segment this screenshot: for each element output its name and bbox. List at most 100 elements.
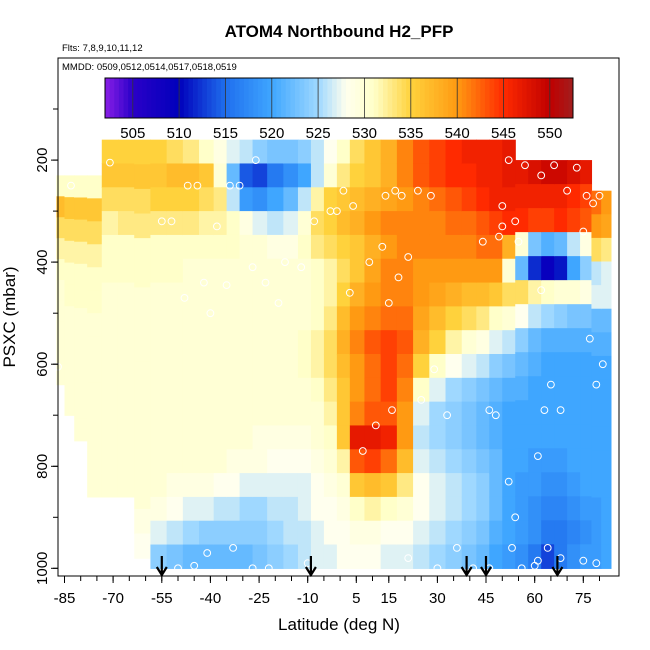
colorbar-segment (230, 78, 236, 118)
heatmap-cell (226, 211, 241, 236)
heatmap-cell (413, 544, 430, 569)
heatmap-cell (166, 544, 184, 569)
sample-marker (310, 217, 319, 226)
heatmap-cell (267, 234, 284, 260)
heatmap-cell (396, 234, 414, 260)
heatmap-cell (87, 175, 103, 199)
heatmap-cell (591, 261, 602, 286)
heatmap-cell (601, 261, 612, 286)
heatmap-cell (349, 425, 366, 450)
heatmap-cell (541, 208, 555, 233)
sample-marker (251, 156, 260, 165)
heatmap-cell (310, 401, 325, 427)
heatmap-cell (267, 139, 284, 165)
heatmap-cell (166, 139, 184, 165)
heatmap-cell (336, 496, 351, 522)
heatmap-cell (252, 234, 268, 260)
heatmap-cell (336, 139, 351, 165)
heatmap-cell (502, 496, 516, 522)
heatmap-cell (349, 163, 366, 188)
heatmap-cell (56, 321, 66, 344)
sample-marker (511, 217, 520, 226)
heatmap-cell (567, 280, 581, 305)
dates-note: MMDD: 0509,0512,0514,0517,0518,0519 (62, 62, 237, 73)
colorbar-segment (438, 78, 444, 118)
heatmap-cell (461, 163, 477, 188)
launch-arrow (480, 556, 492, 578)
sample-marker (248, 263, 257, 272)
heatmap-cell (283, 354, 299, 379)
sample-marker (433, 564, 442, 573)
heatmap-cell (134, 213, 152, 239)
heatmap-cell (429, 282, 447, 307)
heatmap-cell (461, 234, 477, 260)
heatmap-cell (74, 396, 88, 420)
heatmap-cell (117, 306, 135, 331)
colorbar-tick-label: 510 (167, 125, 192, 142)
heatmap-cell (199, 377, 215, 403)
heatmap-cell (364, 496, 382, 522)
heatmap-cell (429, 163, 447, 188)
heatmap-cell (364, 258, 382, 284)
heatmap-cell (364, 234, 382, 260)
sample-marker (498, 202, 507, 210)
heatmap-cell (252, 258, 268, 284)
heatmap-cell (515, 544, 529, 569)
heatmap-cell (226, 496, 241, 522)
heatmap-cell (117, 330, 135, 355)
heatmap-cell (283, 187, 299, 212)
colorbar-segment (123, 78, 129, 118)
heatmap-cell (239, 425, 254, 450)
heatmap-cell (283, 544, 299, 569)
heatmap-cell (554, 424, 568, 449)
heatmap-cell (413, 187, 430, 212)
heatmap-cell (56, 217, 66, 239)
sample-marker (391, 186, 400, 195)
heatmap-cell (323, 401, 338, 427)
heatmap-cell (150, 258, 168, 284)
heatmap-cell (297, 187, 312, 212)
sample-marker (248, 564, 257, 573)
heatmap-cell (528, 520, 542, 545)
colorbar-segment (322, 78, 328, 118)
heatmap-cell (336, 306, 351, 331)
heatmap-cell (554, 520, 568, 545)
heatmap-cell (297, 473, 312, 498)
heatmap-cell (349, 282, 366, 307)
heatmap-cell (134, 410, 152, 436)
heatmap-cell (64, 218, 75, 242)
sample-marker (485, 406, 494, 415)
heatmap-cell (267, 544, 284, 569)
heatmap-cell (528, 208, 542, 233)
heatmap-cell (252, 282, 268, 307)
heatmap-cell (580, 472, 593, 497)
heatmap-cell (380, 282, 398, 307)
heatmap-cell (150, 282, 168, 307)
heatmap-cell (429, 520, 447, 546)
heatmap-cell (64, 349, 75, 373)
heatmap-cell (297, 282, 312, 307)
heatmap-cell (297, 449, 312, 474)
heatmap-cell (182, 520, 200, 546)
heatmap-cell (87, 382, 103, 406)
heatmap-cell (226, 449, 241, 474)
heatmap-cell (283, 258, 299, 284)
launch-arrow (304, 556, 317, 578)
colorbar-segment (276, 78, 282, 118)
heatmap-cell (396, 377, 414, 403)
heatmap-cell (117, 258, 135, 284)
heatmap-cell (429, 449, 447, 474)
heatmap-cell (489, 258, 503, 284)
colorbar-segment (410, 78, 416, 118)
sample-marker (222, 281, 231, 290)
colorbar-segment (114, 78, 120, 118)
heatmap-cell (476, 163, 490, 188)
heatmap-cell (601, 450, 612, 475)
heatmap-cell (213, 258, 228, 284)
heatmap-cell (489, 520, 503, 546)
heatmap-cell (117, 354, 135, 379)
heatmap-cell (364, 473, 382, 498)
heatmap-cell (429, 258, 447, 284)
heatmap-cell (567, 160, 581, 185)
heatmap-cell (541, 472, 555, 497)
